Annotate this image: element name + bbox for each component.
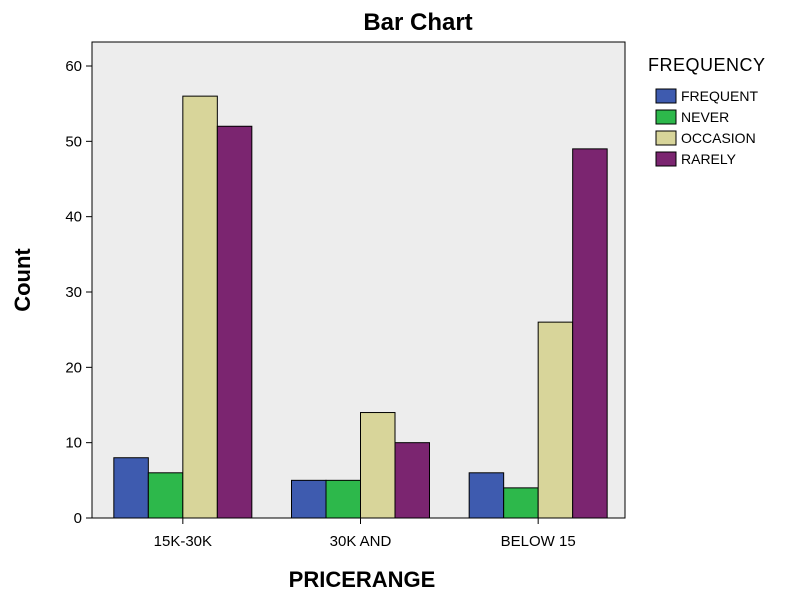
x-axis-title: PRICERANGE [289,567,436,589]
bars [113,95,608,519]
y-tick-label: 40 [65,209,82,226]
bar-frequent-1 [291,479,327,519]
legend-label-frequent: FREQUENT [681,88,758,104]
chart-title: Bar Chart [363,9,472,36]
x-axis: 15K-30K 30K AND BELOW 15 [154,518,576,550]
y-axis: 0 10 20 30 40 50 60 [65,58,92,527]
y-axis-title: Count [10,248,35,312]
bar-occasion-0 [182,95,218,519]
bar-frequent-0 [113,457,149,519]
bar-never-2 [503,487,539,519]
y-tick-label: 10 [65,435,82,452]
bar-rarely-2 [572,148,608,519]
y-tick-label: 60 [65,58,82,75]
legend-swatch-occasion [655,130,677,146]
plot-area [91,41,626,519]
y-tick-label: 20 [65,359,82,376]
legend-label-rarely: RARELY [681,151,737,167]
y-tick-label: 30 [65,284,82,301]
y-tick-label: 0 [74,510,82,527]
bar-rarely-0 [216,125,253,519]
bar-never-1 [325,479,361,519]
legend-label-never: NEVER [681,109,729,125]
bar-frequent-2 [468,472,505,519]
bar-rarely-1 [394,442,430,519]
y-tick-label: 50 [65,133,82,150]
x-tick-label: 30K AND [330,533,392,550]
x-tick-label: 15K-30K [154,533,212,550]
bar-occasion-1 [360,412,396,519]
legend: FREQUENCY FREQUENT NEVER OCCASION RARELY [648,55,766,167]
legend-title: FREQUENCY [648,55,766,75]
bar-never-0 [147,472,184,519]
legend-label-occasion: OCCASION [681,130,756,146]
bar-occasion-2 [537,321,574,519]
legend-swatch-never [655,109,677,125]
legend-swatch-rarely [655,151,677,167]
x-tick-label: BELOW 15 [501,533,576,550]
legend-swatch-frequent [655,88,677,104]
